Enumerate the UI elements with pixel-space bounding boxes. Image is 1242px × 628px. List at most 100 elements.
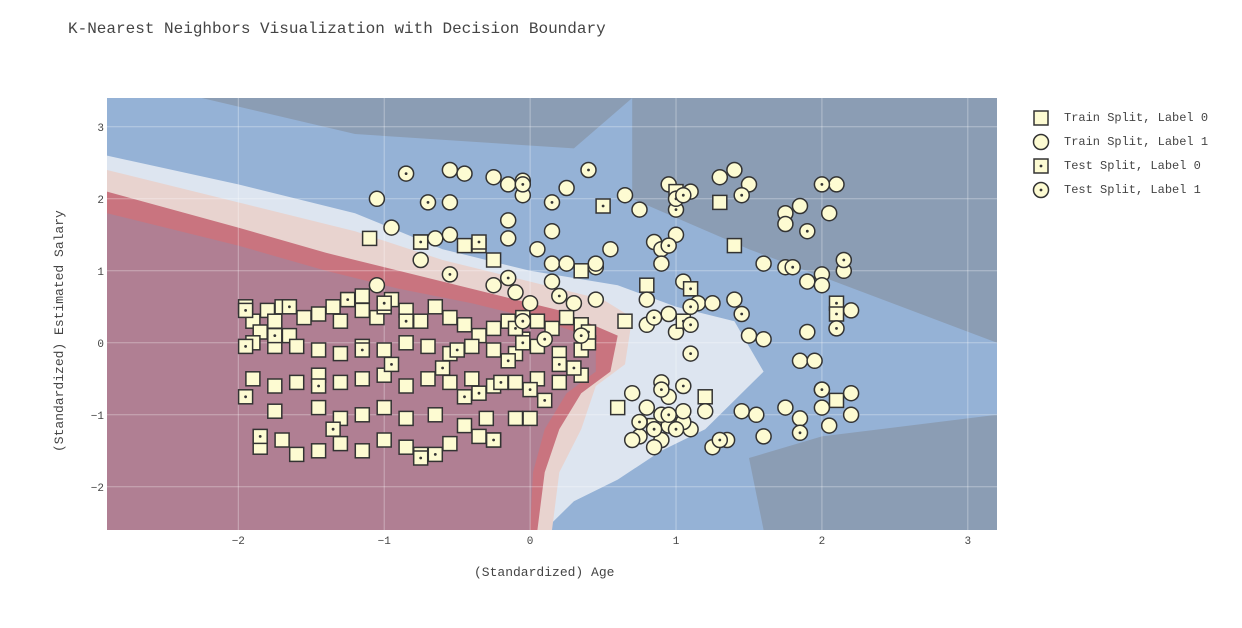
data-point (500, 353, 516, 369)
circle-marker (820, 417, 838, 434)
data-point (639, 277, 655, 293)
data-point (398, 313, 414, 329)
circle-marker (543, 222, 561, 240)
square-marker (354, 302, 371, 319)
square-marker (573, 263, 589, 279)
marker-dot (244, 345, 248, 348)
data-point (442, 309, 458, 326)
circle-marker (441, 161, 459, 179)
legend-item-train-label-1[interactable]: Train Split, Label 1 (1028, 130, 1208, 154)
data-point (252, 428, 268, 445)
square-marker (332, 345, 349, 362)
data-point (397, 165, 415, 182)
marker-dot (514, 327, 517, 330)
marker-dot (346, 298, 350, 301)
y-tick-label: 3 (97, 123, 104, 135)
data-point (464, 371, 480, 387)
data-point (485, 252, 502, 268)
circle-marker (711, 168, 729, 186)
data-point (558, 255, 575, 272)
square-marker (456, 417, 473, 434)
circle-marker (543, 255, 561, 272)
data-point (828, 176, 845, 193)
marker-dot (288, 305, 291, 309)
circle-marker (499, 212, 517, 229)
square-marker (420, 371, 436, 387)
data-point (645, 438, 663, 456)
data-point (799, 323, 816, 341)
legend-item-train-label-0[interactable]: Train Split, Label 0 (1028, 106, 1208, 130)
data-point (791, 352, 809, 370)
square-marker (471, 428, 487, 445)
data-point (310, 378, 327, 394)
circle-marker (733, 402, 750, 420)
data-point (653, 255, 670, 272)
data-point (660, 305, 677, 323)
marker-dot (835, 327, 838, 330)
legend-item-test-label-0[interactable]: Test Split, Label 0 (1028, 154, 1208, 178)
marker-dot (660, 388, 663, 391)
square-marker (427, 299, 444, 315)
square-marker (310, 443, 327, 459)
circle-marker (726, 291, 743, 308)
circle-marker (777, 215, 794, 233)
circle-marker (587, 255, 605, 272)
marker-dot (273, 334, 277, 337)
data-point (499, 212, 517, 229)
data-point (675, 377, 692, 395)
data-point (755, 330, 772, 348)
data-point (777, 399, 794, 416)
data-point (507, 374, 524, 391)
circle-marker (558, 179, 575, 197)
data-point (536, 392, 553, 409)
data-point (398, 410, 414, 427)
data-point (828, 306, 845, 322)
square-marker (442, 435, 458, 452)
data-point (587, 291, 605, 308)
data-point (288, 446, 305, 463)
square-marker (464, 371, 480, 387)
data-point (566, 360, 582, 376)
data-point (806, 352, 823, 370)
data-point (383, 356, 400, 373)
marker-dot (681, 384, 685, 388)
data-point (573, 263, 589, 279)
circle-marker (368, 190, 386, 208)
square-marker (361, 230, 378, 247)
circle-marker (791, 197, 809, 215)
square-marker (376, 399, 392, 416)
circle-marker (507, 284, 524, 301)
marker-dot (587, 168, 590, 172)
circle-marker (791, 352, 809, 370)
marker-dot (805, 229, 809, 233)
data-point (237, 338, 254, 355)
data-point (558, 179, 575, 197)
data-point (813, 276, 831, 294)
square-marker (296, 309, 312, 326)
data-point (733, 186, 750, 204)
legend-item-test-label-1[interactable]: Test Split, Label 1 (1028, 178, 1208, 202)
circle-marker (565, 294, 583, 312)
data-point (645, 420, 663, 438)
data-point (733, 402, 750, 420)
marker-dot (360, 348, 364, 352)
y-tick-label: −2 (91, 483, 104, 495)
marker-dot (718, 438, 722, 442)
data-point (522, 381, 538, 398)
square-marker (376, 432, 392, 448)
marker-dot (689, 323, 692, 327)
square-marker (529, 313, 546, 329)
circle-marker (623, 431, 641, 449)
circle-marker (529, 240, 546, 258)
circle-marker (755, 428, 772, 445)
square-marker (354, 288, 371, 304)
data-point (820, 417, 838, 434)
data-point (507, 410, 524, 427)
marker-dot (689, 352, 692, 355)
marker-dot (550, 201, 554, 204)
square-marker (354, 443, 371, 459)
circle-marker (631, 201, 648, 218)
square-marker (288, 338, 305, 355)
square-marker (420, 338, 436, 355)
